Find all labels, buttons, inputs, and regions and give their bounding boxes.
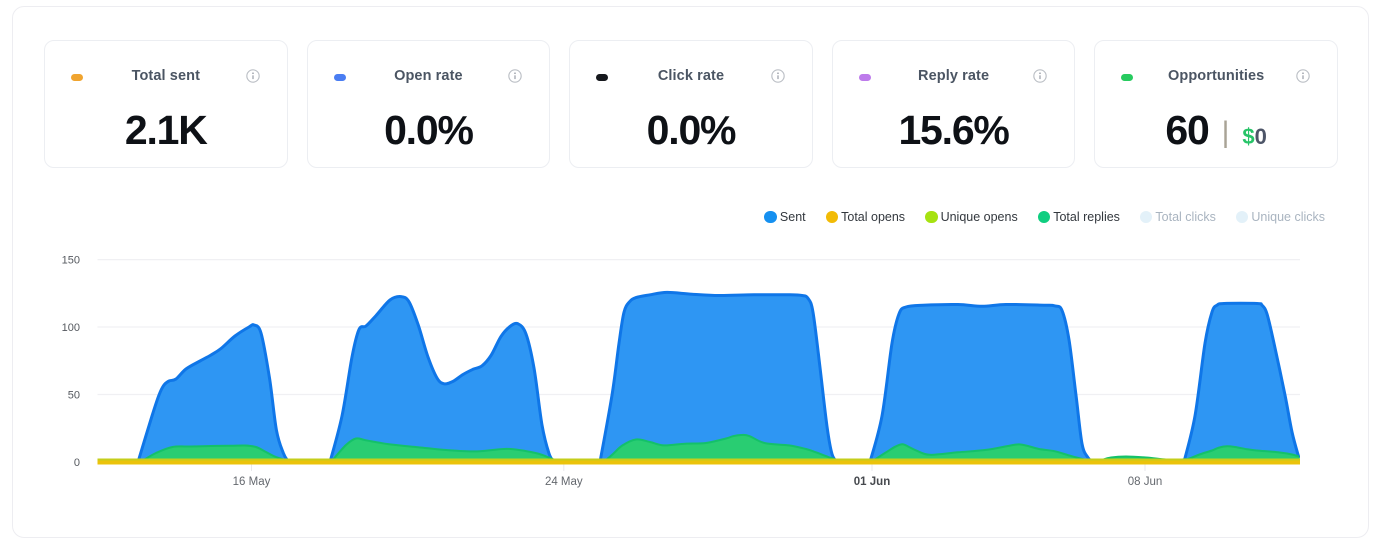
svg-text:150: 150 xyxy=(62,255,80,267)
svg-text:24 May: 24 May xyxy=(545,476,583,488)
svg-text:01 Jun: 01 Jun xyxy=(854,476,890,488)
svg-text:50: 50 xyxy=(68,389,80,401)
svg-text:08 Jun: 08 Jun xyxy=(1128,476,1163,488)
svg-text:0: 0 xyxy=(74,457,80,469)
svg-text:100: 100 xyxy=(62,322,80,334)
svg-text:16 May: 16 May xyxy=(233,476,271,488)
